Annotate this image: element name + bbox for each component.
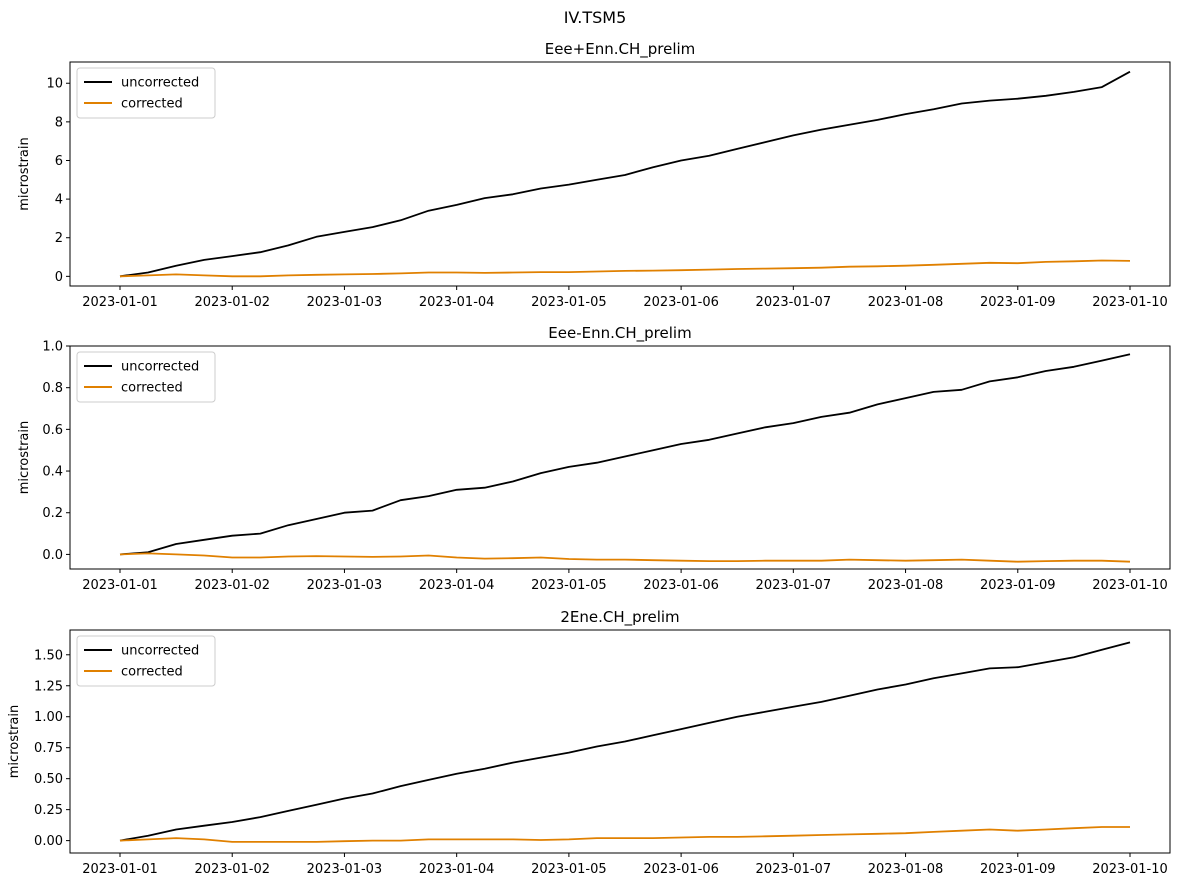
y-tick-label: 8 xyxy=(55,115,63,130)
legend-box xyxy=(76,635,216,687)
legend-label-uncorrected: uncorrected xyxy=(121,644,199,659)
x-tick-label: 2023-01-05 xyxy=(531,862,607,877)
x-tick-label: 2023-01-07 xyxy=(756,295,832,310)
x-tick-label: 2023-01-07 xyxy=(756,578,832,593)
y-tick-label: 10 xyxy=(46,77,63,92)
x-tick-label: 2023-01-09 xyxy=(980,578,1056,593)
y-tick-label: 0.00 xyxy=(34,834,63,849)
x-tick-label: 2023-01-01 xyxy=(82,578,158,593)
x-tick-label: 2023-01-03 xyxy=(307,862,383,877)
x-tick-label: 2023-01-06 xyxy=(643,295,719,310)
y-axis-label: microstrain xyxy=(7,705,22,778)
y-tick-label: 0 xyxy=(55,270,63,285)
axes-frame xyxy=(69,629,1171,854)
y-tick-label: 0.50 xyxy=(34,772,63,787)
y-tick-label: 0.0 xyxy=(42,548,63,563)
y-axis-label: microstrain xyxy=(17,421,32,494)
y-axis-label: microstrain xyxy=(17,137,32,210)
subplot-title: Eee+Enn.CH_prelim xyxy=(545,40,696,59)
legend-box xyxy=(76,67,216,119)
y-tick-label: 1.0 xyxy=(42,340,63,355)
series-line-uncorrected xyxy=(119,641,1131,842)
axes-frame xyxy=(69,345,1171,570)
series-line-corrected xyxy=(119,552,1131,563)
x-tick-label: 2023-01-05 xyxy=(531,295,607,310)
y-tick-label: 2 xyxy=(55,231,63,246)
x-tick-label: 2023-01-02 xyxy=(194,862,270,877)
subplot-title: Eee-Enn.CH_prelim xyxy=(548,324,691,343)
y-tick-label: 1.25 xyxy=(34,679,63,694)
legend-label-uncorrected: uncorrected xyxy=(121,76,199,91)
x-tick-label: 2023-01-08 xyxy=(868,578,944,593)
legend-label-corrected: corrected xyxy=(121,97,183,112)
x-tick-label: 2023-01-02 xyxy=(194,578,270,593)
subplot-2: Eee-Enn.CH_prelim microstrain 0.0 0.2 0.4 0.6… xyxy=(17,324,1171,593)
x-tick-label: 2023-01-01 xyxy=(82,295,158,310)
y-tick-label: 0.75 xyxy=(34,741,63,756)
x-tick-label: 2023-01-10 xyxy=(1092,578,1168,593)
x-tick-label: 2023-01-04 xyxy=(419,862,495,877)
legend-label-corrected: corrected xyxy=(121,381,183,396)
x-tick-label: 2023-01-10 xyxy=(1092,295,1168,310)
legend-box xyxy=(76,351,216,403)
x-tick-label: 2023-01-10 xyxy=(1092,862,1168,877)
series-line-corrected xyxy=(119,259,1131,278)
y-tick-label: 0.25 xyxy=(34,803,63,818)
x-tick-label: 2023-01-01 xyxy=(82,862,158,877)
subplot-3: 2Ene.CH_prelim microstrain 0.00 0.25 0.50 0.7… xyxy=(7,608,1171,877)
legend: uncorrected corrected xyxy=(76,635,216,687)
y-tick-label: 0.4 xyxy=(42,465,63,480)
x-tick-label: 2023-01-08 xyxy=(868,295,944,310)
x-tick-label: 2023-01-03 xyxy=(307,295,383,310)
legend: uncorrected corrected xyxy=(76,351,216,403)
x-tick-label: 2023-01-03 xyxy=(307,578,383,593)
legend-label-uncorrected: uncorrected xyxy=(121,360,199,375)
x-tick-label: 2023-01-08 xyxy=(868,862,944,877)
x-tick-label: 2023-01-09 xyxy=(980,862,1056,877)
x-tick-label: 2023-01-07 xyxy=(756,862,832,877)
series-line-uncorrected xyxy=(119,353,1131,556)
series-line-uncorrected xyxy=(119,70,1131,278)
y-tick-label: 4 xyxy=(55,193,63,208)
x-tick-label: 2023-01-09 xyxy=(980,295,1056,310)
subplot-title: 2Ene.CH_prelim xyxy=(560,608,679,627)
legend-label-corrected: corrected xyxy=(121,665,183,680)
y-tick-label: 0.2 xyxy=(42,506,63,521)
series-line-corrected xyxy=(119,826,1130,843)
x-tick-label: 2023-01-04 xyxy=(419,578,495,593)
y-tick-label: 6 xyxy=(55,154,63,169)
subplot-1: Eee+Enn.CH_prelim microstrain 0 2 4 6 8 10 2023-… xyxy=(17,40,1171,310)
x-tick-label: 2023-01-04 xyxy=(419,295,495,310)
x-tick-label: 2023-01-06 xyxy=(643,862,719,877)
legend: uncorrected corrected xyxy=(76,67,216,119)
x-tick-label: 2023-01-06 xyxy=(643,578,719,593)
y-tick-label: 0.8 xyxy=(42,381,63,396)
y-tick-label: 0.6 xyxy=(42,423,63,438)
axes-frame xyxy=(69,61,1171,287)
y-tick-label: 1.00 xyxy=(34,710,63,725)
figure-suptitle: IV.TSM5 xyxy=(563,8,627,27)
x-tick-label: 2023-01-02 xyxy=(194,295,270,310)
y-tick-label: 1.50 xyxy=(34,648,63,663)
x-tick-label: 2023-01-05 xyxy=(531,578,607,593)
